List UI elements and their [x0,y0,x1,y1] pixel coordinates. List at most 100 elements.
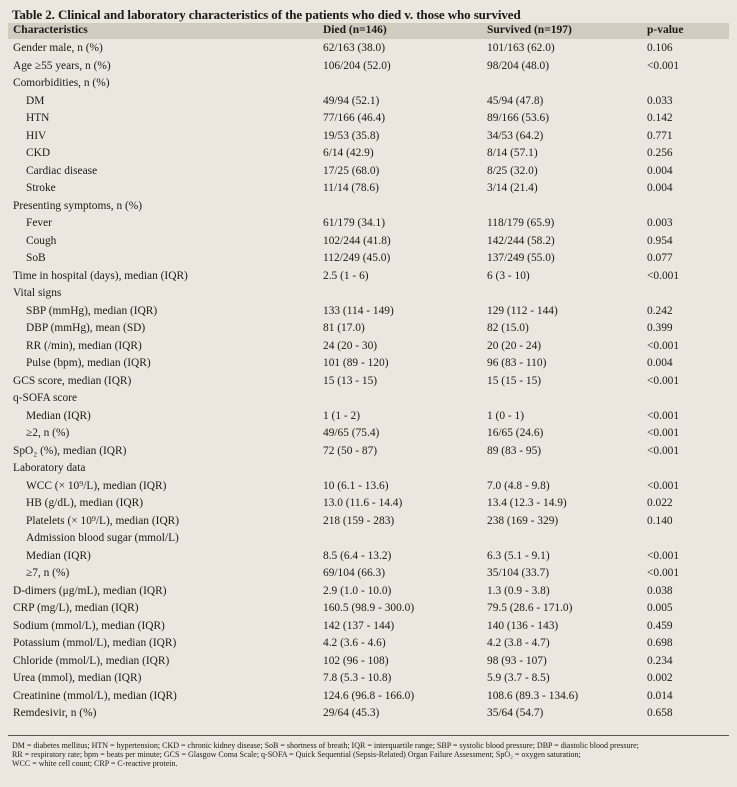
cell-p-value: <0.001 [647,374,680,387]
cell-characteristic: Remdesivir, n (%) [13,707,97,719]
cell-died: 10 (6.1 - 13.6) [323,479,389,492]
cell-characteristic: HTN [26,112,50,124]
cell-p-value: 0.077 [647,252,673,264]
footnote-line: WCC = white cell count; CRP = C-reactive… [12,759,178,768]
cell-died: 1 (1 - 2) [323,409,361,422]
table-row: ≥7, n (%) 69/104 (66.3) 35/104 (33.7) <0.00… [8,565,729,583]
cell-survived: 7.0 (4.8 - 9.8) [487,479,550,492]
cell-survived: 8/25 (32.0) [487,164,538,177]
cell-characteristic: SpO₂ (%), median (IQR) [13,444,127,457]
table-row: Stroke 11/14 (78.6) 3/14 (21.4) 0.004 [8,180,729,198]
table-row: Creatinine (mmol/L), median (IQR) 124.6 (… [8,688,729,706]
cell-characteristic: Admission blood sugar (mmol/L) [26,532,179,544]
cell-died: 29/64 (45.3) [323,707,380,719]
cell-died: 102 (96 - 108) [323,654,389,667]
cell-survived: 82 (15.0) [487,322,529,334]
table-body: Gender male, n (%) 62/163 (38.0) 101/163 (… [8,40,729,723]
cell-p-value: 0.256 [647,147,673,159]
cell-died: 124.6 (96.8 - 166.0) [323,689,415,702]
cell-p-value: 0.242 [647,304,673,317]
table-row: HIV 19/53 (35.8) 34/53 (64.2) 0.771 [8,128,729,146]
cell-characteristic: CRP (mg/L), median (IQR) [13,602,139,614]
table-footnote: DM = diabetes mellitus; HTN = hypertensi… [12,741,727,768]
cell-characteristic: Sodium (mmol/L), median (IQR) [13,619,165,632]
cell-died: 2.5 (1 - 6) [323,269,369,282]
cell-survived: 101/163 (62.0) [487,42,555,54]
cell-p-value: <0.001 [647,479,680,492]
cell-survived: 79.5 (28.6 - 171.0) [487,602,573,614]
cell-died: 77/166 (46.4) [323,112,386,124]
cell-died: 101 (89 - 120) [323,357,389,369]
table-row: Age ≥55 years, n (%) 106/204 (52.0) 98/204… [8,58,729,76]
footnote-line: RR = respiratory rate; bpm = beats per m… [12,750,581,759]
cell-survived: 13.4 (12.3 - 14.9) [487,497,567,509]
cell-died: 11/14 (78.6) [323,182,379,194]
cell-characteristic: ≥7, n (%) [26,567,70,579]
cell-died: 72 (50 - 87) [323,444,378,457]
cell-characteristic: q-SOFA score [13,392,78,404]
cell-died: 24 (20 - 30) [323,339,378,352]
cell-characteristic: Median (IQR) [26,409,91,422]
cell-survived: 142/244 (58.2) [487,234,555,247]
cell-survived: 15 (15 - 15) [487,374,542,387]
cell-characteristic: Cough [26,234,57,247]
table-row: SoB 112/249 (45.0) 137/249 (55.0) 0.077 [8,250,729,268]
cell-characteristic: Age ≥55 years, n (%) [13,59,111,72]
cell-characteristic: Comorbidities, n (%) [13,77,110,89]
cell-characteristic: Presenting symptoms, n (%) [13,199,143,212]
table-row: D-dimers (μg/mL), median (IQR) 2.9 (1.0 -… [8,583,729,601]
table-row: Platelets (× 10⁹/L), median (IQR) 218 (15… [8,513,729,531]
table-row: ≥2, n (%) 49/65 (75.4) 16/65 (24.6) <0.001 [8,425,729,443]
cell-died: 6/14 (42.9) [323,147,374,159]
cell-died: 15 (13 - 15) [323,374,378,387]
cell-characteristic: Time in hospital (days), median (IQR) [13,269,188,282]
cell-characteristic: RR (/min), median (IQR) [26,339,142,352]
cell-survived: 108.6 (89.3 - 134.6) [487,689,579,702]
table-row: Urea (mmol), median (IQR) 7.8 (5.3 - 10.8… [8,670,729,688]
table-row: Median (IQR) 1 (1 - 2) 1 (0 - 1) <0.001 [8,408,729,426]
cell-died: 13.0 (11.6 - 14.4) [323,497,403,509]
cell-died: 7.8 (5.3 - 10.8) [323,672,392,684]
table-row: Laboratory data [8,460,729,478]
footnote-line: DM = diabetes mellitus; HTN = hypertensi… [12,741,639,750]
table-row: Admission blood sugar (mmol/L) [8,530,729,548]
cell-characteristic: CKD [26,147,51,159]
table-row: Vital signs [8,285,729,303]
cell-characteristic: Vital signs [13,287,62,299]
cell-characteristic: Gender male, n (%) [13,42,103,54]
table-row: WCC (× 10⁹/L), median (IQR) 10 (6.1 - 13.… [8,478,729,496]
table-row: Presenting symptoms, n (%) [8,198,729,216]
cell-survived: 98 (93 - 107) [487,654,547,667]
cell-survived: 16/65 (24.6) [487,427,544,439]
cell-characteristic: Laboratory data [13,462,86,474]
cell-p-value: 0.004 [647,357,673,369]
cell-characteristic: DM [26,94,45,107]
cell-p-value: <0.001 [647,269,680,282]
cell-died: 2.9 (1.0 - 10.0) [323,584,392,597]
table-row: Potassium (mmol/L), median (IQR) 4.2 (3.6… [8,635,729,653]
cell-characteristic: ≥2, n (%) [26,427,70,439]
cell-p-value: 0.771 [647,129,673,142]
table-row: Cough 102/244 (41.8) 142/244 (58.2) 0.954 [8,233,729,251]
cell-died: 4.2 (3.6 - 4.6) [323,637,386,649]
table-row: HTN 77/166 (46.4) 89/166 (53.6) 0.142 [8,110,729,128]
cell-p-value: <0.001 [647,567,680,579]
cell-survived: 20 (20 - 24) [487,339,542,352]
table-row: HB (g/dL), median (IQR) 13.0 (11.6 - 14.4… [8,495,729,513]
cell-characteristic: Platelets (× 10⁹/L), median (IQR) [26,514,180,527]
cell-p-value: 0.004 [647,182,673,194]
cell-characteristic: Cardiac disease [26,164,98,177]
cell-characteristic: Median (IQR) [26,549,91,562]
cell-died: 49/65 (75.4) [323,427,380,439]
cell-survived: 140 (136 - 143) [487,619,559,632]
cell-characteristic: SoB [26,252,46,264]
cell-died: 112/249 (45.0) [323,252,391,264]
table-title: Table 2. Clinical and laboratory charact… [12,7,521,22]
cell-survived: 1 (0 - 1) [487,409,525,422]
cell-survived: 96 (83 - 110) [487,357,547,369]
cell-survived: 6 (3 - 10) [487,269,530,282]
header-characteristics: Characteristics [13,24,88,36]
cell-characteristic: Urea (mmol), median (IQR) [13,672,142,684]
cell-survived: 35/64 (54.7) [487,707,544,719]
